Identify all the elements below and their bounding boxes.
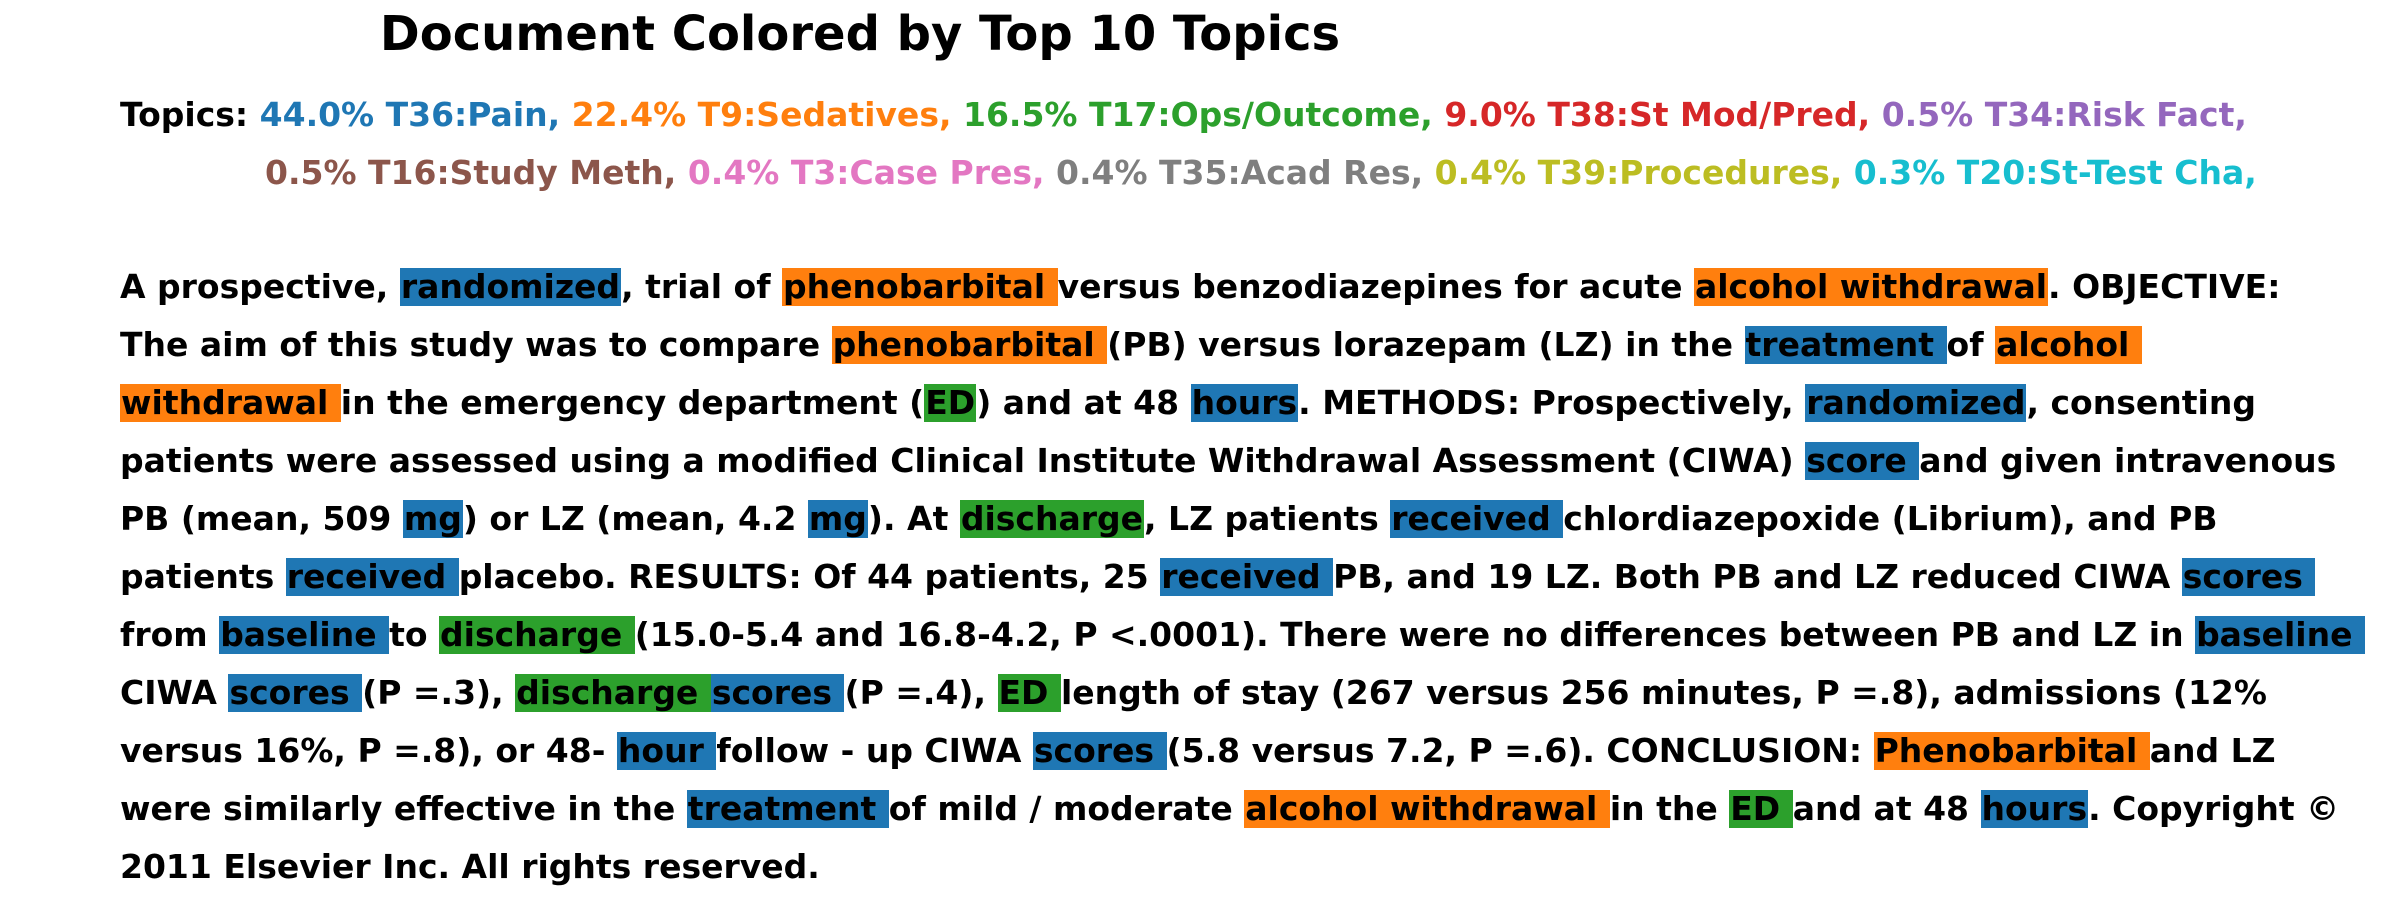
document-line: patients received placebo. RESULTS: Of 4… xyxy=(120,548,2370,606)
topic-highlight-t36: scores xyxy=(1032,731,1167,770)
topic-highlight-t36: mg xyxy=(402,499,463,538)
topic-highlight-t9: alcohol xyxy=(1995,325,2142,364)
topic-highlight-t9: Phenobarbital xyxy=(1873,731,2150,770)
document-text: ) or LZ (mean, 4.2 xyxy=(462,499,808,538)
topic-highlight-t36: hours xyxy=(1980,789,2089,828)
topic-highlight-t36: hours xyxy=(1190,383,1299,422)
topic-highlight-t36: randomized xyxy=(1805,383,2027,422)
document-text: PB (mean, 509 xyxy=(120,499,403,538)
document-text: . METHODS: Prospectively, xyxy=(1298,383,1806,422)
topic-highlight-t17: discharge xyxy=(439,615,635,654)
document-text: ) and at 48 xyxy=(976,383,1191,422)
document-text: and at 48 xyxy=(1792,789,1981,828)
legend-item-t9: 22.4% T9:Sedatives, xyxy=(571,95,952,134)
document-text: (PB) versus lorazepam (LZ) in the xyxy=(1107,325,1745,364)
legend-row: Topics: 44.0% T36:Pain, 22.4% T9:Sedativ… xyxy=(120,86,2360,144)
document-text: CIWA xyxy=(120,673,229,712)
document-text: The aim of this study was to compare xyxy=(120,325,832,364)
document-text: (P =.3), xyxy=(362,673,516,712)
legend-item-t38: 9.0% T38:St Mod/Pred, xyxy=(1444,95,1871,134)
topic-highlight-t17: ED xyxy=(1729,789,1793,828)
legend-item-t35: 0.4% T35:Acad Res, xyxy=(1056,153,1424,192)
document-text: (15.0-5.4 and 16.8-4.2, P <.0001). There… xyxy=(634,615,2196,654)
topic-highlight-t36: randomized xyxy=(399,267,622,306)
document-line: from baseline to discharge (15.0-5.4 and… xyxy=(120,606,2370,664)
document-text: (P =.4), xyxy=(844,673,998,712)
topic-highlight-t36: baseline xyxy=(2195,615,2365,654)
topic-highlight-t36: scores xyxy=(710,673,845,712)
document-text: were similarly effective in the xyxy=(120,789,687,828)
document-text: length of stay (267 versus 256 minutes, … xyxy=(1060,673,2267,712)
document-text: ). At xyxy=(867,499,960,538)
topic-highlight-t36: treatment xyxy=(1744,325,1947,364)
topic-highlight-t36: scores xyxy=(228,673,363,712)
legend-item-t3: 0.4% T3:Case Pres, xyxy=(687,153,1045,192)
topic-highlight-t36: scores xyxy=(2181,557,2316,596)
topic-highlight-t9: phenobarbital xyxy=(782,267,1058,306)
document-text: from xyxy=(120,615,220,654)
document-line: versus 16%, P =.8), or 48- hour follow -… xyxy=(120,722,2370,780)
topic-highlight-t36: received xyxy=(1160,557,1334,596)
topic-highlight-t17: discharge xyxy=(959,499,1145,538)
topic-highlight-t36: treatment xyxy=(686,789,889,828)
document-text: A prospective, xyxy=(120,267,400,306)
topic-highlight-t9: withdrawal xyxy=(120,383,341,422)
document-text: . Copyright © xyxy=(2088,789,2340,828)
document-text: (5.8 versus 7.2, P =.6). CONCLUSION: xyxy=(1166,731,1874,770)
document-text: patients were assessed using a modified … xyxy=(120,441,1806,480)
topic-highlight-t17: ED xyxy=(924,383,977,422)
document-line: PB (mean, 509 mg) or LZ (mean, 4.2 mg). … xyxy=(120,490,2370,548)
document-text: and given intravenous xyxy=(1919,441,2337,480)
document-text: of mild / moderate xyxy=(888,789,1245,828)
document-line: were similarly effective in the treatmen… xyxy=(120,780,2370,838)
legend-item-t39: 0.4% T39:Procedures, xyxy=(1434,153,1843,192)
document-text: , consenting xyxy=(2026,383,2256,422)
topic-highlight-t36: hour xyxy=(616,731,717,770)
page-title: Document Colored by Top 10 Topics xyxy=(379,6,1341,62)
topic-highlight-t9: alcohol withdrawal xyxy=(1693,267,2049,306)
document-line: withdrawal in the emergency department (… xyxy=(120,374,2370,432)
document-text: of xyxy=(1946,325,1996,364)
legend-row: 0.5% T16:Study Meth, 0.4% T3:Case Pres, … xyxy=(120,144,2360,202)
document-text: and LZ xyxy=(2149,731,2276,770)
document-text: to xyxy=(389,615,440,654)
document-line: 2011 Elsevier Inc. All rights reserved. xyxy=(120,838,2370,896)
document-text: . OBJECTIVE: xyxy=(2048,267,2281,306)
document-line: CIWA scores (P =.3), discharge scores (P… xyxy=(120,664,2370,722)
document-line: A prospective, randomized, trial of phen… xyxy=(120,258,2370,316)
legend-label: Topics: xyxy=(120,95,249,134)
document-text: PB, and 19 LZ. Both PB and LZ reduced CI… xyxy=(1333,557,2182,596)
document-text: placebo. RESULTS: Of 44 patients, 25 xyxy=(458,557,1161,596)
topic-highlight-t36: mg xyxy=(807,499,868,538)
topic-highlight-t36: baseline xyxy=(219,615,390,654)
document-text: 2011 Elsevier Inc. All rights reserved. xyxy=(120,847,820,886)
legend-item-t20: 0.3% T20:St-Test Cha, xyxy=(1853,153,2257,192)
topic-highlight-t36: received xyxy=(285,557,459,596)
legend-items: 44.0% T36:Pain, 22.4% T9:Sedatives, 16.5… xyxy=(260,95,2247,134)
document-text: , LZ patients xyxy=(1144,499,1391,538)
document-text: in the emergency department ( xyxy=(340,383,925,422)
legend-item-t16: 0.5% T16:Study Meth, xyxy=(265,153,677,192)
legend-item-t34: 0.5% T34:Risk Fact, xyxy=(1881,95,2247,134)
topic-highlight-t36: received xyxy=(1390,499,1564,538)
topic-highlight-t9: alcohol withdrawal xyxy=(1244,789,1610,828)
document-text: , trial of xyxy=(621,267,783,306)
topic-legend: Topics: 44.0% T36:Pain, 22.4% T9:Sedativ… xyxy=(120,86,2360,202)
document-text: versus 16%, P =.8), or 48- xyxy=(120,731,617,770)
topic-highlight-t9: phenobarbital xyxy=(831,325,1108,364)
document-text: follow - up CIWA xyxy=(716,731,1033,770)
document-line: patients were assessed using a modified … xyxy=(120,432,2370,490)
document-body: A prospective, randomized, trial of phen… xyxy=(120,258,2370,896)
legend-items: 0.5% T16:Study Meth, 0.4% T3:Case Pres, … xyxy=(265,153,2257,192)
document-text: versus benzodiazepines for acute xyxy=(1057,267,1694,306)
legend-item-t17: 16.5% T17:Ops/Outcome, xyxy=(963,95,1433,134)
topic-highlight-t17: ED xyxy=(997,673,1061,712)
document-text: chlordiazepoxide (Librium), and PB xyxy=(1563,499,2218,538)
topic-highlight-t17: discharge xyxy=(515,673,711,712)
topic-highlight-t36: score xyxy=(1805,441,1920,480)
document-text: in the xyxy=(1609,789,1730,828)
document-line: The aim of this study was to compare phe… xyxy=(120,316,2370,374)
document-text: patients xyxy=(120,557,286,596)
legend-item-t36: 44.0% T36:Pain, xyxy=(259,95,561,134)
